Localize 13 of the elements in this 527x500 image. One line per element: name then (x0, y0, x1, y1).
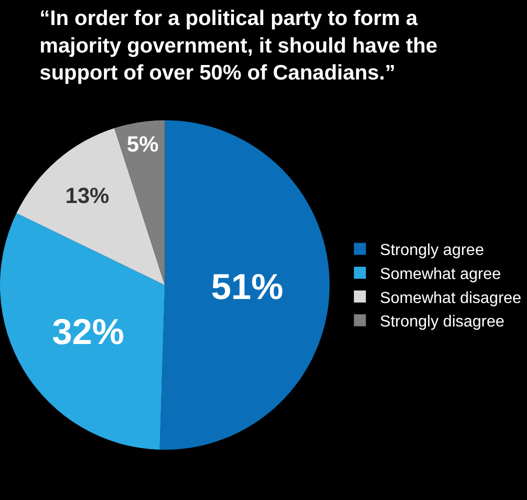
legend-label: Somewhat disagree (380, 290, 522, 307)
pie-slice (0, 213, 165, 450)
data-label: 13% (65, 183, 110, 208)
legend-label: Somewhat agree (380, 266, 501, 283)
legend-label: Strongly agree (380, 242, 484, 260)
data-label: 32% (52, 310, 124, 352)
legend-label: Strongly disagree (380, 314, 505, 331)
data-label: 51% (211, 266, 284, 307)
pie-slice (16, 128, 165, 285)
pie-slice (114, 120, 165, 285)
chart-title: “In order for a political party to form a majority government, it should have the support of over 50% of Canadians.” (40, 7, 438, 85)
data-label: 5% (126, 132, 159, 157)
pie-slice (160, 120, 330, 450)
